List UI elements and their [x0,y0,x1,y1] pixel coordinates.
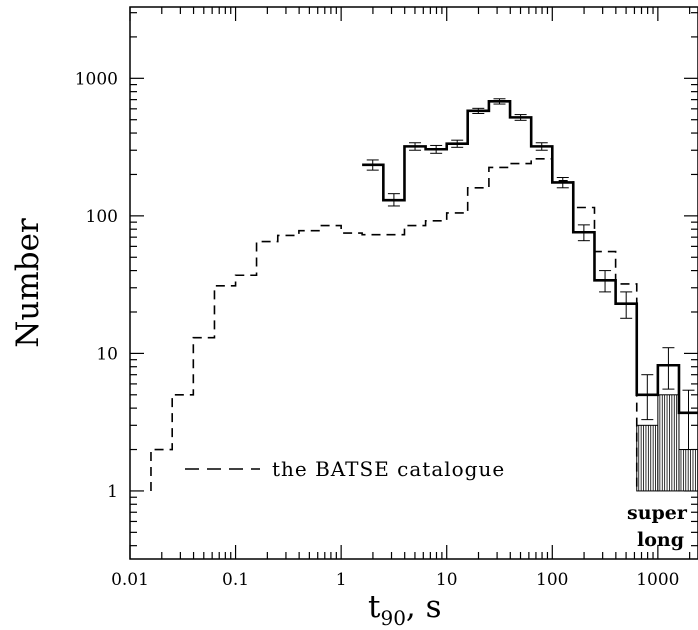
batse-series-line [150,157,638,491]
x-tick-label: 1 [336,570,347,590]
y-tick-label: 100 [86,207,118,227]
annotation-long: long [637,529,684,551]
ticks-layer: 0.01 0.1 1 10 100 1000 1 10 100 1000 [75,7,698,590]
plot-frame [129,6,698,560]
x-tick-label: 100 [536,570,568,590]
y-tick-label: 1 [107,482,118,502]
annotation-super: super [627,502,688,524]
x-axis-title-unit: , s [406,589,442,625]
x-axis-title-sub: 90 [380,606,405,630]
main-series [362,100,698,415]
x-tick-label: 10 [436,570,458,590]
y-tick-label: 1000 [75,69,118,89]
error-bars [366,98,695,451]
legend-label: the BATSE catalogue [272,457,505,481]
main-series-line [362,100,698,415]
x-axis-title: t90, s [368,589,442,630]
x-axis-title-main: t [368,589,381,625]
y-axis-title: Number [10,218,46,348]
legend: the BATSE catalogue [185,457,505,481]
x-tick-label: 0.1 [222,570,249,590]
super-long-bar [657,394,680,492]
x-tick-label: 1000 [636,570,679,590]
x-tick-label: 0.01 [111,570,149,590]
batse-series [150,157,638,491]
super-long-bar [636,424,659,492]
y-tick-label: 10 [96,344,118,364]
super-long-bars [636,394,698,492]
